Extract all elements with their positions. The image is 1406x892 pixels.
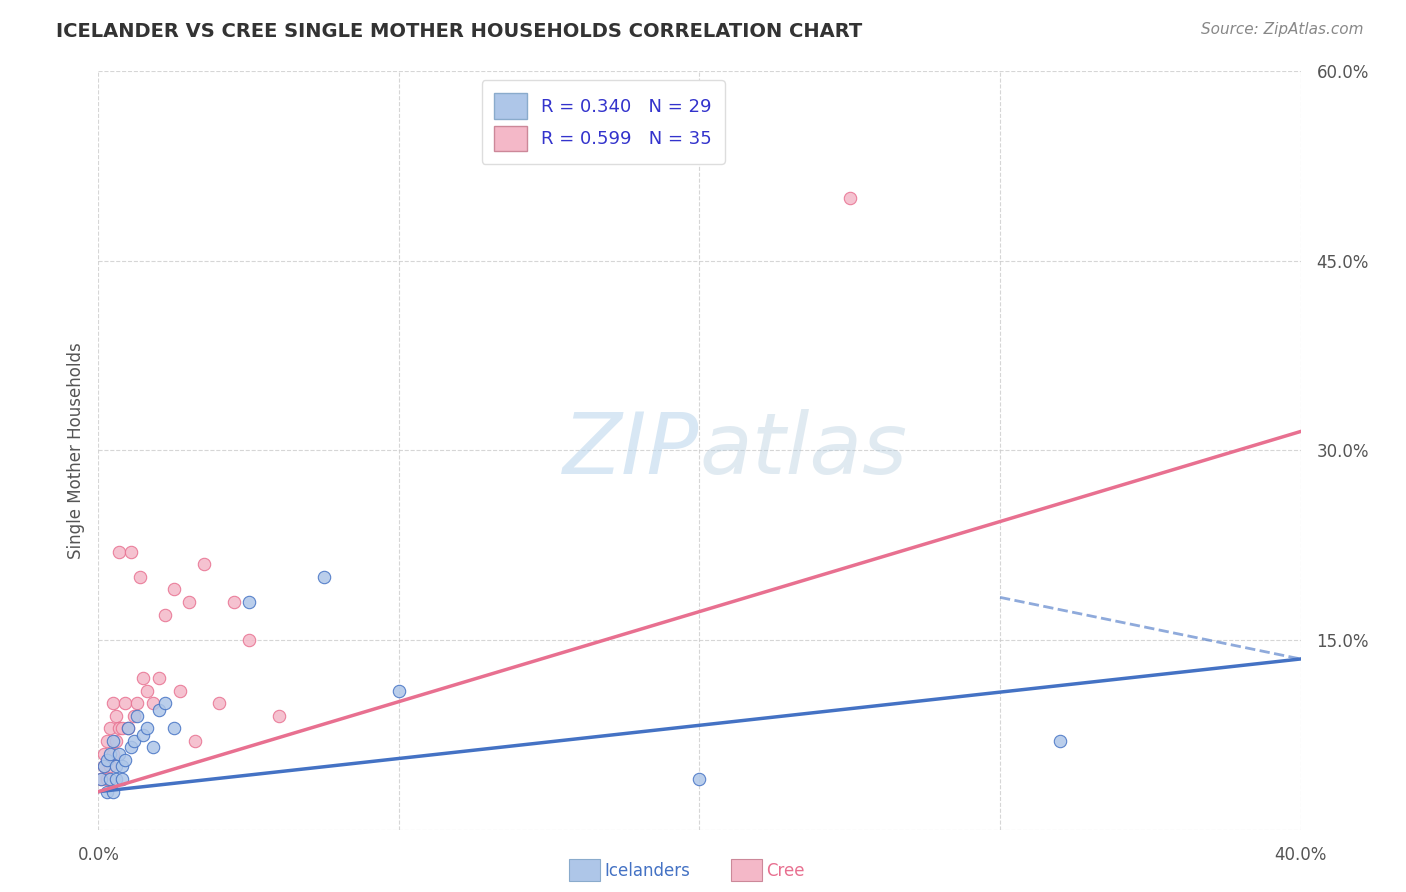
Point: [96, 734, 118, 748]
Point: [162, 582, 184, 597]
Point: [141, 696, 163, 710]
Legend: R = 0.340   N = 29, R = 0.599   N = 35: R = 0.340 N = 29, R = 0.599 N = 35: [482, 80, 725, 164]
Point: [141, 740, 163, 755]
Point: [100, 759, 122, 773]
Point: [153, 607, 176, 622]
Point: [193, 557, 215, 572]
Point: [103, 696, 125, 710]
Point: [312, 570, 335, 584]
Point: [90, 772, 112, 786]
Point: [105, 772, 128, 786]
Point: [121, 544, 143, 558]
Point: [121, 740, 143, 755]
Point: [103, 785, 125, 799]
Point: [135, 683, 157, 698]
Point: [183, 734, 205, 748]
Point: [90, 772, 112, 786]
Point: [124, 708, 146, 723]
Point: [162, 722, 184, 736]
Point: [148, 702, 170, 716]
Point: [177, 595, 200, 609]
Point: [100, 772, 122, 786]
Text: Cree: Cree: [766, 862, 804, 880]
Point: [124, 734, 146, 748]
Point: [208, 696, 231, 710]
Point: [111, 759, 134, 773]
Point: [96, 772, 118, 786]
Text: Source: ZipAtlas.com: Source: ZipAtlas.com: [1201, 22, 1364, 37]
Text: atlas: atlas: [699, 409, 907, 492]
Point: [135, 722, 157, 736]
Point: [1049, 734, 1071, 748]
Point: [114, 753, 136, 767]
Point: [93, 759, 115, 773]
Point: [117, 722, 139, 736]
Point: [388, 683, 411, 698]
Point: [96, 753, 118, 767]
Point: [222, 595, 245, 609]
Point: [96, 785, 118, 799]
Point: [100, 747, 122, 761]
Point: [103, 747, 125, 761]
Point: [267, 708, 290, 723]
Point: [238, 633, 260, 648]
Point: [169, 683, 191, 698]
Point: [127, 708, 149, 723]
Point: [132, 671, 155, 685]
Point: [100, 722, 122, 736]
Point: [132, 728, 155, 742]
Point: [93, 759, 115, 773]
Point: [111, 722, 134, 736]
Point: [103, 734, 125, 748]
Point: [105, 708, 128, 723]
Text: ZIP: ZIP: [564, 409, 699, 492]
Point: [108, 544, 131, 558]
Point: [838, 191, 860, 205]
Point: [688, 772, 710, 786]
Point: [117, 722, 139, 736]
Point: [105, 734, 128, 748]
Y-axis label: Single Mother Households: Single Mother Households: [66, 343, 84, 558]
Point: [105, 759, 128, 773]
Point: [238, 595, 260, 609]
Point: [108, 722, 131, 736]
Point: [153, 696, 176, 710]
Point: [111, 772, 134, 786]
Point: [148, 671, 170, 685]
Text: ICELANDER VS CREE SINGLE MOTHER HOUSEHOLDS CORRELATION CHART: ICELANDER VS CREE SINGLE MOTHER HOUSEHOL…: [56, 22, 862, 41]
Point: [129, 570, 152, 584]
Point: [108, 747, 131, 761]
Text: Icelanders: Icelanders: [605, 862, 690, 880]
Point: [93, 747, 115, 761]
Point: [114, 696, 136, 710]
Point: [127, 696, 149, 710]
